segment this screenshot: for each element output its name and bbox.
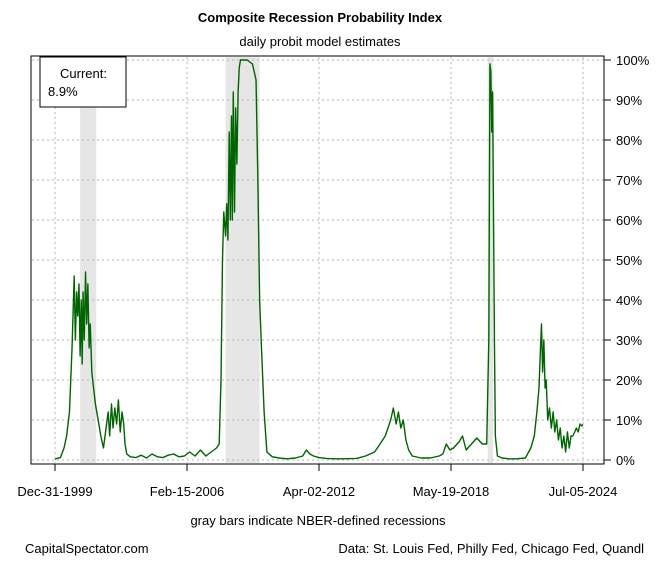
x-tick-label: Apr-02-2012 [283,484,355,499]
callout-label: Current: [60,66,107,81]
callout-box [39,56,127,108]
y-tick-label: 90% [616,93,642,108]
x-axis: Dec-31-1999 Feb-15-2006 Apr-02-2012 May-19-… [17,464,617,499]
callout-value: 8.9% [48,84,78,99]
recession-probability-line [54,59,584,460]
y-tick-label: 10% [616,413,642,428]
y-tick-label: 0% [616,453,635,468]
footer-site: CapitalSpectator.com [25,541,149,556]
y-tick-label: 20% [616,373,642,388]
y-tick-label: 50% [616,253,642,268]
recession-bar [487,57,493,463]
chart-subtitle: daily probit model estimates [239,34,401,49]
chart-title: Composite Recession Probability Index [198,10,443,25]
y-tick-label: 100% [616,53,650,68]
y-tick-label: 70% [616,173,642,188]
x-tick-label: May-19-2018 [413,484,490,499]
y-tick-label: 30% [616,333,642,348]
footer-source: Data: St. Louis Fed, Philly Fed, Chicago… [338,541,644,556]
y-axis: 0% 10% 20% 30% 40% 50% 60% 70% 80% 90% 100% [604,53,650,468]
current-value-callout: Current: 8.9% [39,56,127,108]
x-tick-label: Dec-31-1999 [17,484,92,499]
y-tick-label: 80% [616,133,642,148]
y-tick-label: 40% [616,293,642,308]
gridlines [32,57,603,463]
x-axis-label: gray bars indicate NBER-defined recessio… [190,513,446,528]
x-tick-label: Feb-15-2006 [150,484,224,499]
y-tick-label: 60% [616,213,642,228]
x-tick-label: Jul-05-2024 [549,484,618,499]
